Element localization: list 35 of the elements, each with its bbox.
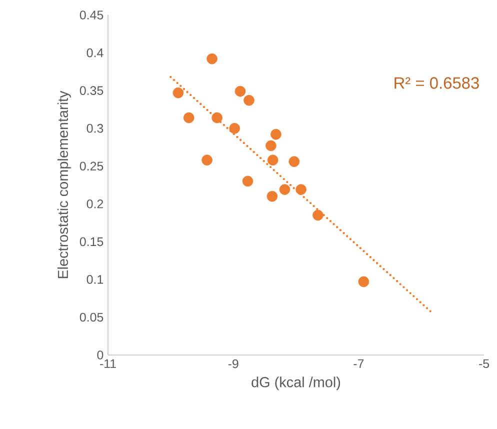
- point: [234, 86, 246, 97]
- point: [202, 154, 212, 166]
- y-tick-label: 0.15: [80, 237, 104, 246]
- point: [270, 128, 282, 140]
- point: [296, 184, 306, 195]
- point: [172, 87, 184, 98]
- point: [242, 176, 254, 187]
- point: [312, 210, 324, 221]
- point: [358, 276, 370, 288]
- y-tick-label: 0.2: [86, 199, 104, 208]
- point: [244, 94, 254, 106]
- point: [183, 112, 194, 124]
- y-tick-label: 0.1: [86, 275, 104, 284]
- y-tick-label: 0.35: [80, 86, 104, 95]
- y-axis-title: Electrostatic complementarity: [57, 90, 71, 278]
- x-tick-label: -7: [354, 359, 364, 368]
- x-axis-title: dG (kcal /mol): [252, 376, 340, 390]
- point: [206, 53, 218, 64]
- point: [288, 156, 300, 167]
- x-tick-label: -11: [100, 359, 116, 368]
- point: [266, 140, 276, 152]
- point: [229, 122, 240, 134]
- point: [267, 154, 278, 166]
- y-tick-label: 0: [97, 350, 104, 360]
- y-tick-label: 0.45: [80, 10, 104, 20]
- y-tick-label: 0.3: [86, 124, 104, 133]
- y-tick-label: 0.4: [86, 48, 104, 58]
- annotation: R² = 0.6583: [394, 77, 479, 89]
- x-tick-label: -5: [479, 359, 490, 368]
- x-tick-label: -9: [228, 359, 238, 368]
- point: [279, 184, 290, 195]
- y-tick-label: 0.25: [80, 162, 104, 171]
- point: [212, 112, 222, 124]
- point: [266, 190, 278, 202]
- y-tick-label: 0.05: [80, 312, 104, 322]
